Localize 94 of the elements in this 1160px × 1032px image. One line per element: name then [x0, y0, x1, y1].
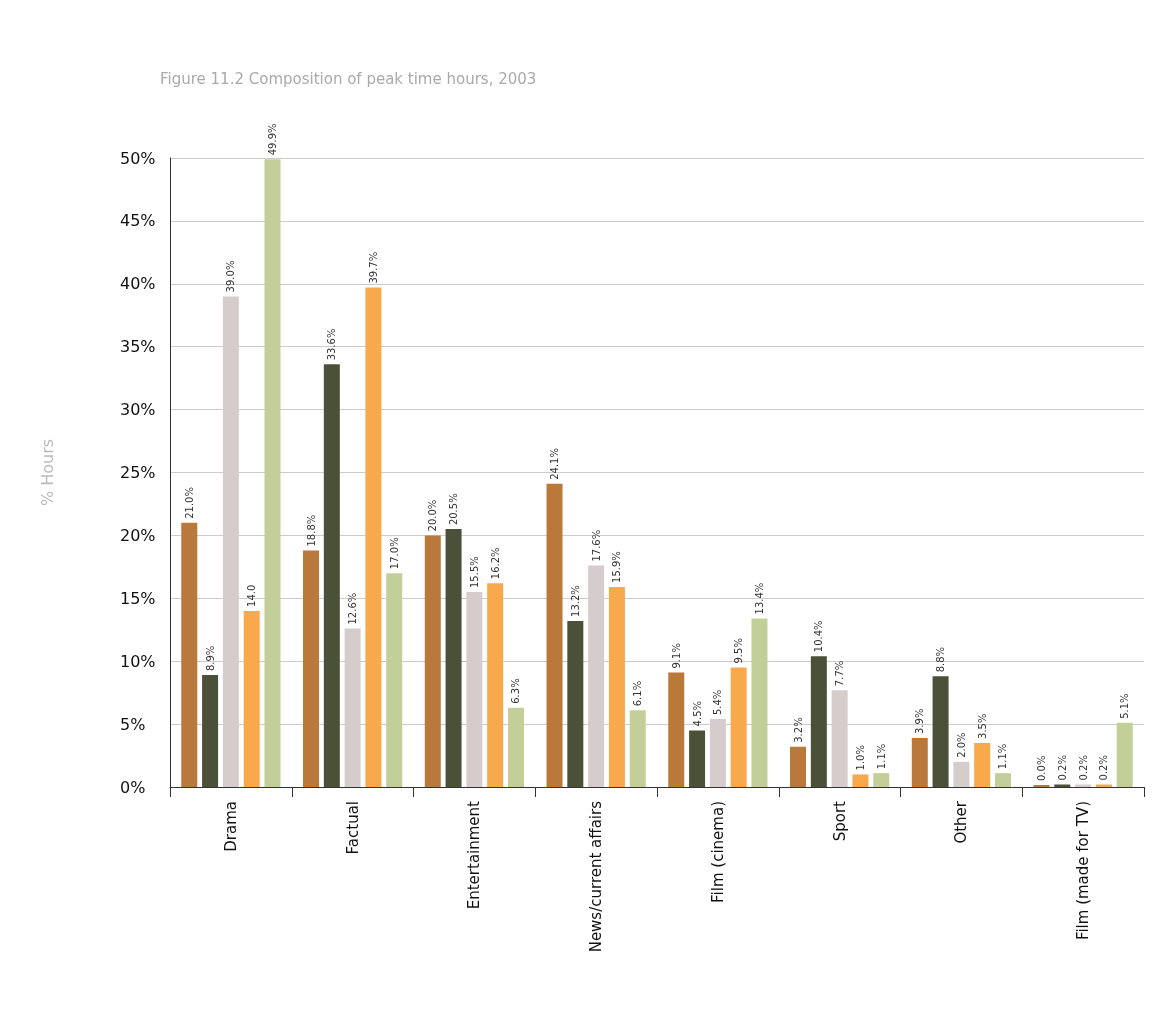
x-tick-label: Sport: [830, 800, 849, 842]
bar: [810, 656, 827, 787]
bar: [974, 742, 991, 787]
bar: [911, 737, 928, 787]
x-tick-label: News/current affairs: [587, 800, 606, 953]
data-label: 39.0%: [225, 260, 237, 293]
data-label: 20.0%: [427, 499, 439, 532]
x-tick-label: Factual: [343, 801, 362, 855]
bar: [487, 583, 504, 787]
bar: [1095, 784, 1112, 787]
data-label: 20.5%: [448, 493, 460, 526]
data-label: 6.1%: [632, 680, 644, 707]
y-tick-label: 15%: [120, 588, 156, 608]
y-tick-label: 40%: [120, 274, 156, 294]
data-label: 24.1%: [549, 448, 561, 480]
y-tick-label: 5%: [120, 714, 146, 734]
bar: [1075, 784, 1092, 787]
bar: [424, 535, 441, 787]
data-label: 15.5%: [468, 556, 480, 589]
bar: [365, 287, 382, 787]
y-tick-label: 25%: [120, 463, 156, 482]
bar: [1116, 722, 1133, 787]
bar: [873, 773, 890, 787]
bar: [445, 529, 462, 787]
x-tick-label: Film (made for TV): [1074, 801, 1093, 941]
data-label: 13.4%: [753, 582, 765, 615]
data-label: 5.4%: [712, 689, 724, 716]
data-label: 1.0%: [854, 745, 866, 771]
data-label: 5.1%: [1119, 693, 1131, 719]
data-label: 10.4%: [813, 620, 825, 653]
bar: [953, 761, 970, 787]
data-label: 13.2%: [569, 585, 581, 617]
data-label: 8.9%: [204, 645, 216, 672]
bar: [932, 676, 949, 787]
data-label: 9.5%: [733, 638, 745, 664]
bar: [567, 620, 584, 787]
data-label: 3.2%: [792, 717, 804, 743]
data-label: 8.8%: [935, 646, 947, 673]
data-label: 4.5%: [691, 700, 703, 727]
bar: [1054, 784, 1071, 787]
data-label: 1.1%: [875, 743, 887, 770]
data-label: 1.1%: [997, 743, 1009, 770]
chart-title: Figure 11.2 Composition of peak time hours, 2003: [160, 69, 537, 88]
y-tick-label: 0%: [120, 777, 146, 797]
x-tick-label: Film (cinema): [708, 801, 727, 903]
y-tick-label: 35%: [120, 337, 156, 357]
bar: [608, 586, 625, 787]
bar: [507, 707, 524, 787]
bar: [668, 672, 685, 787]
bar: [243, 610, 260, 787]
bar: [730, 667, 747, 787]
data-label: 0.2%: [1077, 755, 1089, 781]
data-label: 0.0%: [1036, 755, 1048, 781]
data-label: 15.9%: [611, 551, 623, 583]
data-label: 0.2%: [1056, 755, 1068, 781]
y-tick-label: 30%: [120, 400, 156, 420]
data-label: 21.0%: [183, 487, 195, 519]
bar: [181, 522, 198, 787]
bar: [386, 573, 403, 787]
bar: [790, 746, 807, 787]
y-axis-title: % Hours: [37, 438, 57, 507]
data-label: 17.0%: [388, 537, 400, 570]
y-tick-label: 10%: [120, 651, 156, 671]
bar: [303, 550, 320, 787]
data-label: 16.2%: [489, 547, 501, 580]
x-tick-label: Entertainment: [465, 800, 484, 910]
data-label: 3.9%: [914, 708, 926, 734]
bar: [264, 159, 281, 787]
bar: [629, 710, 646, 787]
data-label: 6.3%: [510, 678, 522, 704]
data-label: 0.2%: [1098, 755, 1110, 781]
data-label: 2.0%: [955, 732, 967, 758]
data-label: 14.0: [246, 584, 258, 607]
bar: [202, 675, 219, 787]
data-label: 49.9%: [266, 123, 278, 156]
bar: [689, 730, 706, 787]
data-label: 18.8%: [305, 514, 317, 547]
bar: [323, 364, 340, 787]
x-tick-label: Other: [952, 800, 971, 844]
data-label: 3.5%: [976, 713, 988, 739]
y-tick-label: 50%: [120, 148, 156, 168]
data-label: 9.1%: [670, 643, 682, 669]
data-label: 7.7%: [834, 660, 846, 687]
y-tick-label: 45%: [120, 211, 156, 231]
data-label: 39.7%: [367, 251, 379, 284]
bar: [994, 773, 1011, 787]
data-label: 12.6%: [347, 592, 359, 625]
data-label: 17.6%: [590, 529, 602, 562]
bar: [852, 774, 869, 787]
bar: [751, 618, 768, 787]
data-label: 33.6%: [326, 328, 338, 361]
y-tick-label: 20%: [120, 525, 156, 545]
bar: [546, 483, 563, 787]
x-tick-label: Drama: [221, 801, 240, 852]
